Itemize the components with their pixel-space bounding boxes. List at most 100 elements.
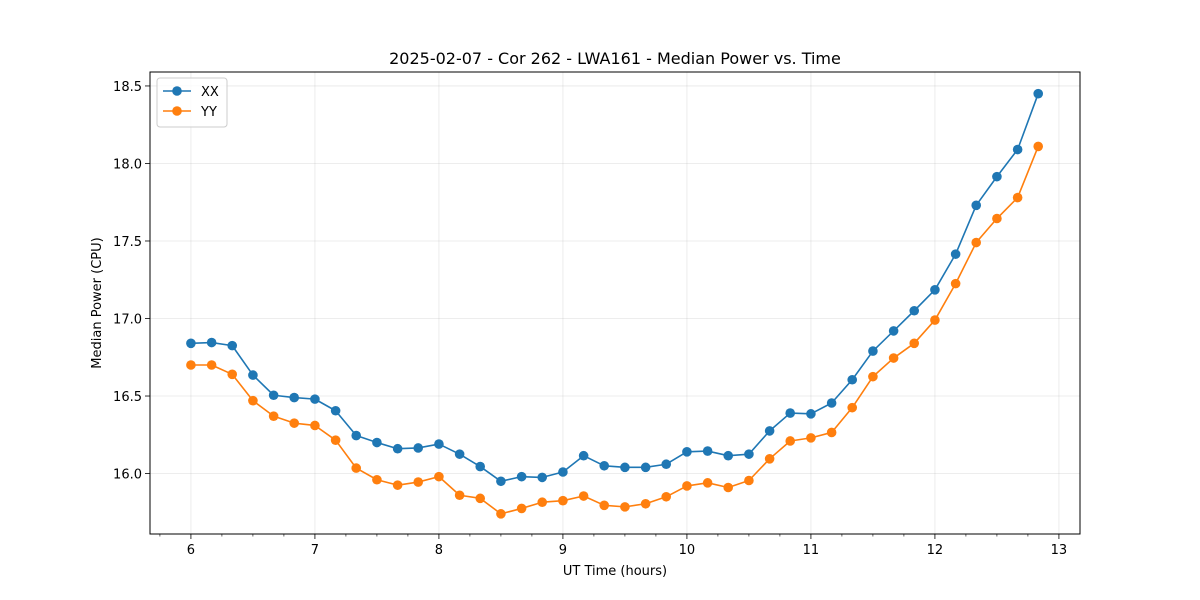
data-point-yy	[206, 360, 217, 370]
data-point-yy	[475, 493, 486, 504]
data-point-xx	[268, 390, 279, 401]
data-point-yy	[578, 491, 589, 501]
data-point-yy	[702, 478, 713, 488]
data-point-yy	[950, 278, 961, 289]
data-point-yy	[496, 509, 506, 519]
data-point-yy	[744, 475, 754, 486]
data-point-xx	[351, 430, 362, 441]
data-point-xx	[950, 249, 961, 259]
data-point-yy	[971, 237, 982, 248]
data-point-yy	[268, 411, 279, 421]
data-point-yy	[558, 495, 568, 506]
data-point-xx	[702, 446, 713, 456]
data-point-yy	[599, 500, 610, 511]
data-point-xx	[578, 450, 589, 461]
data-point-xx	[454, 449, 465, 459]
data-point-xx	[516, 471, 527, 482]
data-point-xx	[723, 450, 734, 461]
x-tick-label: 13	[1051, 543, 1068, 558]
x-tick-label: 11	[803, 543, 820, 558]
data-point-yy	[392, 480, 403, 490]
data-point-xx	[971, 200, 982, 211]
data-point-xx	[909, 305, 920, 316]
data-point-xx	[1033, 88, 1044, 99]
data-point-yy	[372, 474, 382, 485]
data-point-xx	[434, 439, 444, 449]
plot-frame	[149, 71, 1081, 535]
data-point-xx	[248, 370, 258, 380]
y-axis: 16.0 16.5 17.0 17.5 18.0 18.5	[113, 80, 150, 483]
data-point-yy	[723, 482, 734, 493]
data-point-xx	[599, 460, 610, 471]
series-layer	[186, 88, 1044, 519]
grid-lines	[150, 72, 1080, 534]
data-point-xx	[930, 285, 940, 295]
y-tick-label: 17.5	[113, 235, 142, 250]
x-tick-label: 9	[559, 543, 567, 558]
y-tick-label: 17.0	[113, 313, 142, 328]
data-point-xx	[888, 326, 899, 336]
data-point-xx	[826, 398, 837, 408]
data-point-xx	[475, 461, 486, 472]
data-point-yy	[764, 454, 775, 464]
legend: XX YY	[156, 77, 228, 128]
y-tick-label: 18.5	[113, 80, 142, 95]
x-tick-label: 8	[435, 543, 443, 558]
data-point-yy	[351, 463, 362, 473]
data-point-yy	[620, 502, 630, 512]
data-point-xx	[806, 409, 816, 419]
x-tick-label: 7	[311, 543, 319, 558]
data-point-yy	[248, 395, 258, 406]
data-point-xx	[661, 459, 672, 470]
data-point-xx	[206, 337, 217, 348]
data-point-xx	[682, 447, 692, 457]
data-point-yy	[847, 402, 858, 413]
legend-label-xx: XX	[201, 85, 219, 100]
data-point-xx	[372, 437, 382, 448]
data-point-xx	[537, 472, 548, 483]
data-point-yy	[930, 315, 940, 325]
data-point-xx	[496, 476, 506, 487]
data-point-yy	[537, 497, 548, 508]
data-point-xx	[744, 449, 754, 459]
data-point-yy	[434, 471, 444, 482]
data-point-yy	[868, 371, 878, 382]
legend-marker-xx	[172, 86, 182, 96]
data-point-xx	[227, 340, 238, 351]
data-point-xx	[847, 374, 858, 385]
chart-title: 2025-02-07 - Cor 262 - LWA161 - Median P…	[389, 49, 841, 68]
data-point-yy	[1012, 192, 1023, 203]
data-point-xx	[992, 171, 1002, 182]
data-point-xx	[620, 462, 630, 473]
y-tick-label: 18.0	[113, 157, 142, 172]
data-point-yy	[909, 338, 920, 349]
data-point-yy	[310, 420, 320, 431]
data-point-yy	[516, 503, 527, 514]
data-point-xx	[413, 443, 424, 453]
data-point-yy	[330, 435, 341, 446]
y-axis-label: Median Power (CPU)	[90, 237, 105, 368]
data-point-xx	[330, 405, 341, 416]
legend-label-yy: YY	[200, 105, 217, 120]
y-tick-label: 16.0	[113, 468, 142, 483]
data-point-yy	[640, 498, 651, 509]
data-point-xx	[764, 426, 775, 436]
x-tick-label: 10	[679, 543, 696, 558]
data-point-xx	[310, 394, 320, 404]
data-point-xx	[186, 338, 196, 349]
x-axis-label: UT Time (hours)	[563, 564, 667, 579]
x-tick-label: 12	[927, 543, 944, 558]
data-point-yy	[682, 481, 692, 491]
data-point-yy	[888, 353, 899, 363]
data-point-xx	[640, 462, 651, 473]
data-point-yy	[826, 427, 837, 438]
data-point-yy	[992, 213, 1002, 224]
data-point-yy	[186, 360, 196, 370]
data-point-yy	[413, 477, 424, 487]
data-point-yy	[785, 436, 796, 446]
data-point-xx	[558, 467, 568, 477]
data-point-xx	[392, 443, 403, 454]
data-point-yy	[806, 433, 816, 443]
data-point-yy	[1033, 141, 1044, 152]
data-point-yy	[227, 369, 238, 380]
